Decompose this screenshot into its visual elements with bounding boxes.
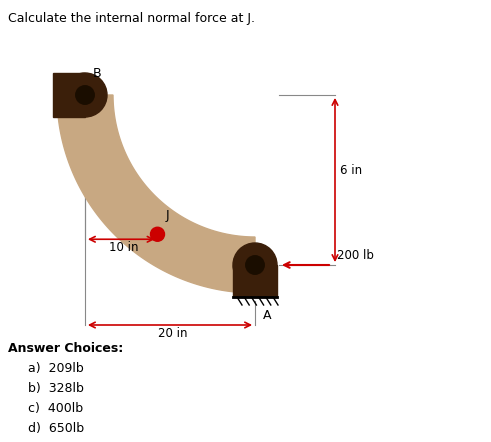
Polygon shape <box>57 95 255 293</box>
Circle shape <box>233 243 277 287</box>
Text: d)  650lb: d) 650lb <box>28 422 84 435</box>
Text: J: J <box>165 209 169 222</box>
Circle shape <box>63 73 107 117</box>
Text: A: A <box>263 309 272 322</box>
Text: Calculate the internal normal force at J.: Calculate the internal normal force at J… <box>8 12 255 25</box>
Text: a)  209lb: a) 209lb <box>28 362 84 375</box>
Bar <box>233 265 277 297</box>
Text: 6 in: 6 in <box>340 164 362 177</box>
Text: Answer Choices:: Answer Choices: <box>8 342 123 355</box>
Text: 20 in: 20 in <box>158 327 188 340</box>
Text: 200 lb: 200 lb <box>337 249 374 262</box>
Circle shape <box>246 256 264 274</box>
Text: c)  400lb: c) 400lb <box>28 402 83 415</box>
Circle shape <box>151 227 164 241</box>
Text: b)  328lb: b) 328lb <box>28 382 84 395</box>
Bar <box>53 73 85 117</box>
Circle shape <box>76 86 94 104</box>
Text: B: B <box>93 67 102 80</box>
Text: 10 in: 10 in <box>109 241 139 254</box>
